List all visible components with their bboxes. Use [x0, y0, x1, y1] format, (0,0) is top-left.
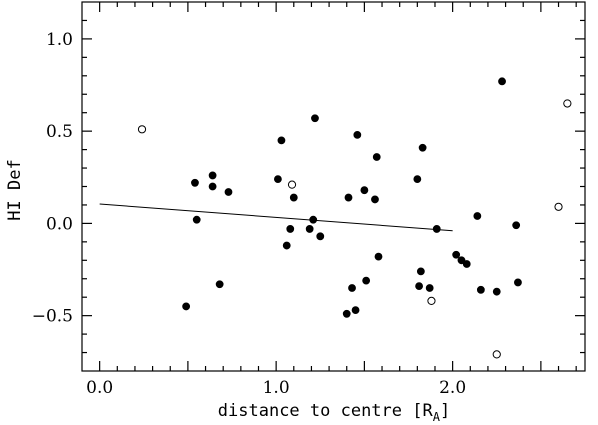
data-points [137, 77, 572, 359]
data-point-filled [462, 260, 471, 268]
x-tick-label: 1.0 [263, 378, 290, 398]
data-point-open [287, 180, 297, 189]
data-point-filled [415, 282, 423, 291]
x-tick-label: 2.0 [439, 378, 466, 398]
y-tick-label: −0.5 [32, 307, 73, 327]
data-point-filled [473, 212, 482, 220]
x-axis-title-suffix: ] [440, 401, 450, 421]
data-point-filled [492, 287, 501, 296]
data-point-filled [191, 178, 199, 187]
data-point-filled [457, 256, 466, 265]
data-point-filled [182, 302, 191, 311]
x-axis-title-subscript: A [433, 410, 441, 424]
plot-frame [81, 1, 586, 372]
data-point-filled [371, 195, 379, 204]
data-point-filled [344, 193, 353, 202]
y-tick-label: 0.0 [46, 214, 73, 234]
data-point-filled [311, 114, 319, 123]
data-point-filled [348, 284, 356, 292]
data-point-open [554, 202, 563, 211]
data-point-filled [425, 284, 434, 292]
data-point-open [563, 99, 572, 108]
data-point-filled [224, 188, 233, 196]
data-point-filled [208, 182, 217, 191]
fit-line [99, 203, 453, 232]
y-tick-label: 0.5 [46, 122, 73, 142]
data-point-filled [342, 309, 351, 318]
data-point-filled [360, 186, 369, 195]
data-point-filled [418, 143, 427, 152]
data-point-filled [514, 278, 522, 287]
data-point-filled [277, 136, 286, 145]
x-axis-title-main: distance to centre [R [218, 401, 434, 421]
data-point-filled [286, 225, 295, 233]
data-point-filled [432, 225, 441, 233]
data-point-filled [289, 193, 298, 202]
data-point-filled [208, 171, 217, 180]
data-point-open [427, 296, 436, 305]
data-point-filled [413, 175, 422, 184]
data-point-open [492, 350, 501, 359]
data-point-filled [192, 215, 201, 224]
tick-labels: 0.0 1.0 2.0 1.0 0.5 0.0 −0.5 [32, 30, 466, 398]
data-point-filled [374, 252, 383, 261]
data-point-filled [498, 77, 506, 86]
axis-ticks [82, 2, 585, 371]
y-tick-label: 1.0 [46, 30, 73, 50]
data-point-filled [274, 175, 282, 184]
data-point-filled [452, 250, 461, 259]
data-point-filled [476, 285, 485, 294]
data-point-filled [512, 221, 521, 230]
data-point-open [137, 125, 147, 134]
x-axis-title: distance to centre [RA] [218, 401, 450, 424]
x-tick-label: 0.0 [86, 378, 113, 398]
data-point-filled [372, 153, 381, 161]
data-point-filled [351, 306, 360, 315]
data-point-filled [362, 276, 371, 285]
data-point-filled [353, 130, 362, 139]
data-point-filled [416, 267, 425, 276]
y-axis-title: HI Def [5, 159, 25, 220]
data-point-filled [305, 225, 314, 233]
data-point-filled [282, 241, 291, 250]
data-point-filled [309, 215, 318, 224]
data-point-filled [215, 280, 224, 289]
data-point-filled [316, 232, 325, 241]
